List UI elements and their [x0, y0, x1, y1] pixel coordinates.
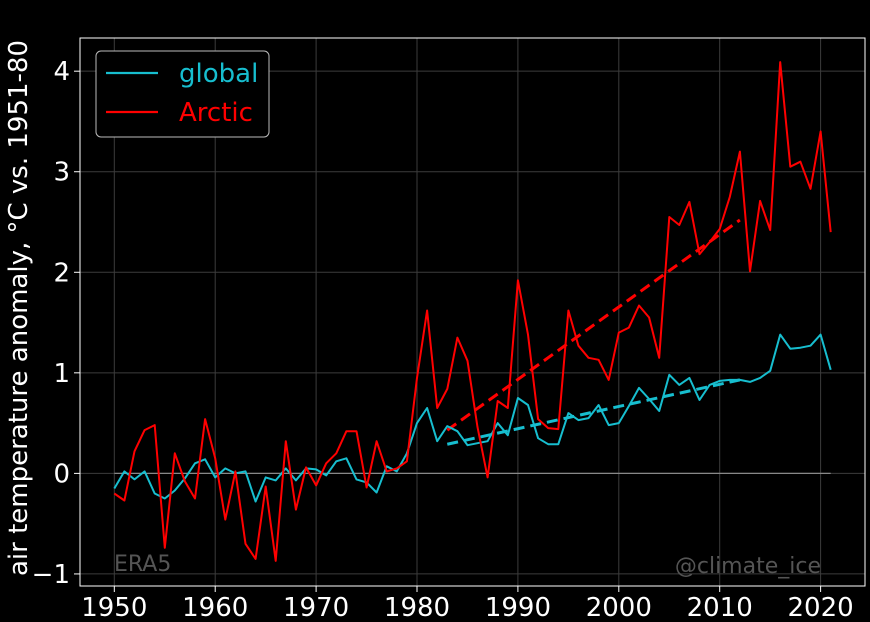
credit-label: @climate_ice: [675, 554, 821, 579]
x-tick-label: 2020: [788, 593, 854, 622]
x-tick-label: 2010: [687, 593, 753, 622]
y-axis: −1 0 1 2 3 4: [32, 57, 80, 590]
y-tick-label: 2: [53, 258, 70, 288]
trend-line-arctic: [446, 218, 741, 432]
trend-lines: [446, 218, 741, 446]
series-line-global: [113, 333, 832, 503]
series-lines: [113, 61, 832, 562]
x-tick-label: 1990: [485, 593, 551, 622]
y-tick-label: 4: [53, 57, 70, 87]
y-tick-label: −1: [32, 560, 70, 590]
y-tick-label: 1: [53, 359, 70, 389]
legend-label-arctic: Arctic: [179, 98, 253, 128]
legend: global Arctic: [95, 50, 270, 138]
x-tick-label: 2000: [586, 593, 652, 622]
legend-label-global: global: [179, 59, 258, 89]
y-axis-label: air temperature anomaly, °C vs. 1951-80: [4, 40, 34, 576]
x-tick-label: 1950: [81, 593, 147, 622]
series-line-arctic: [113, 61, 832, 562]
plot-frame: [79, 37, 866, 587]
source-label: ERA5: [114, 552, 171, 577]
x-tick-label: 1960: [182, 593, 248, 622]
x-tick-label: 1980: [384, 593, 450, 622]
x-tick-label: 1970: [283, 593, 349, 622]
y-tick-label: 3: [53, 158, 70, 188]
x-axis: 1950 1960 1970 1980 1990 2000 2010 2020: [81, 586, 854, 622]
y-tick-label: 0: [53, 459, 70, 489]
